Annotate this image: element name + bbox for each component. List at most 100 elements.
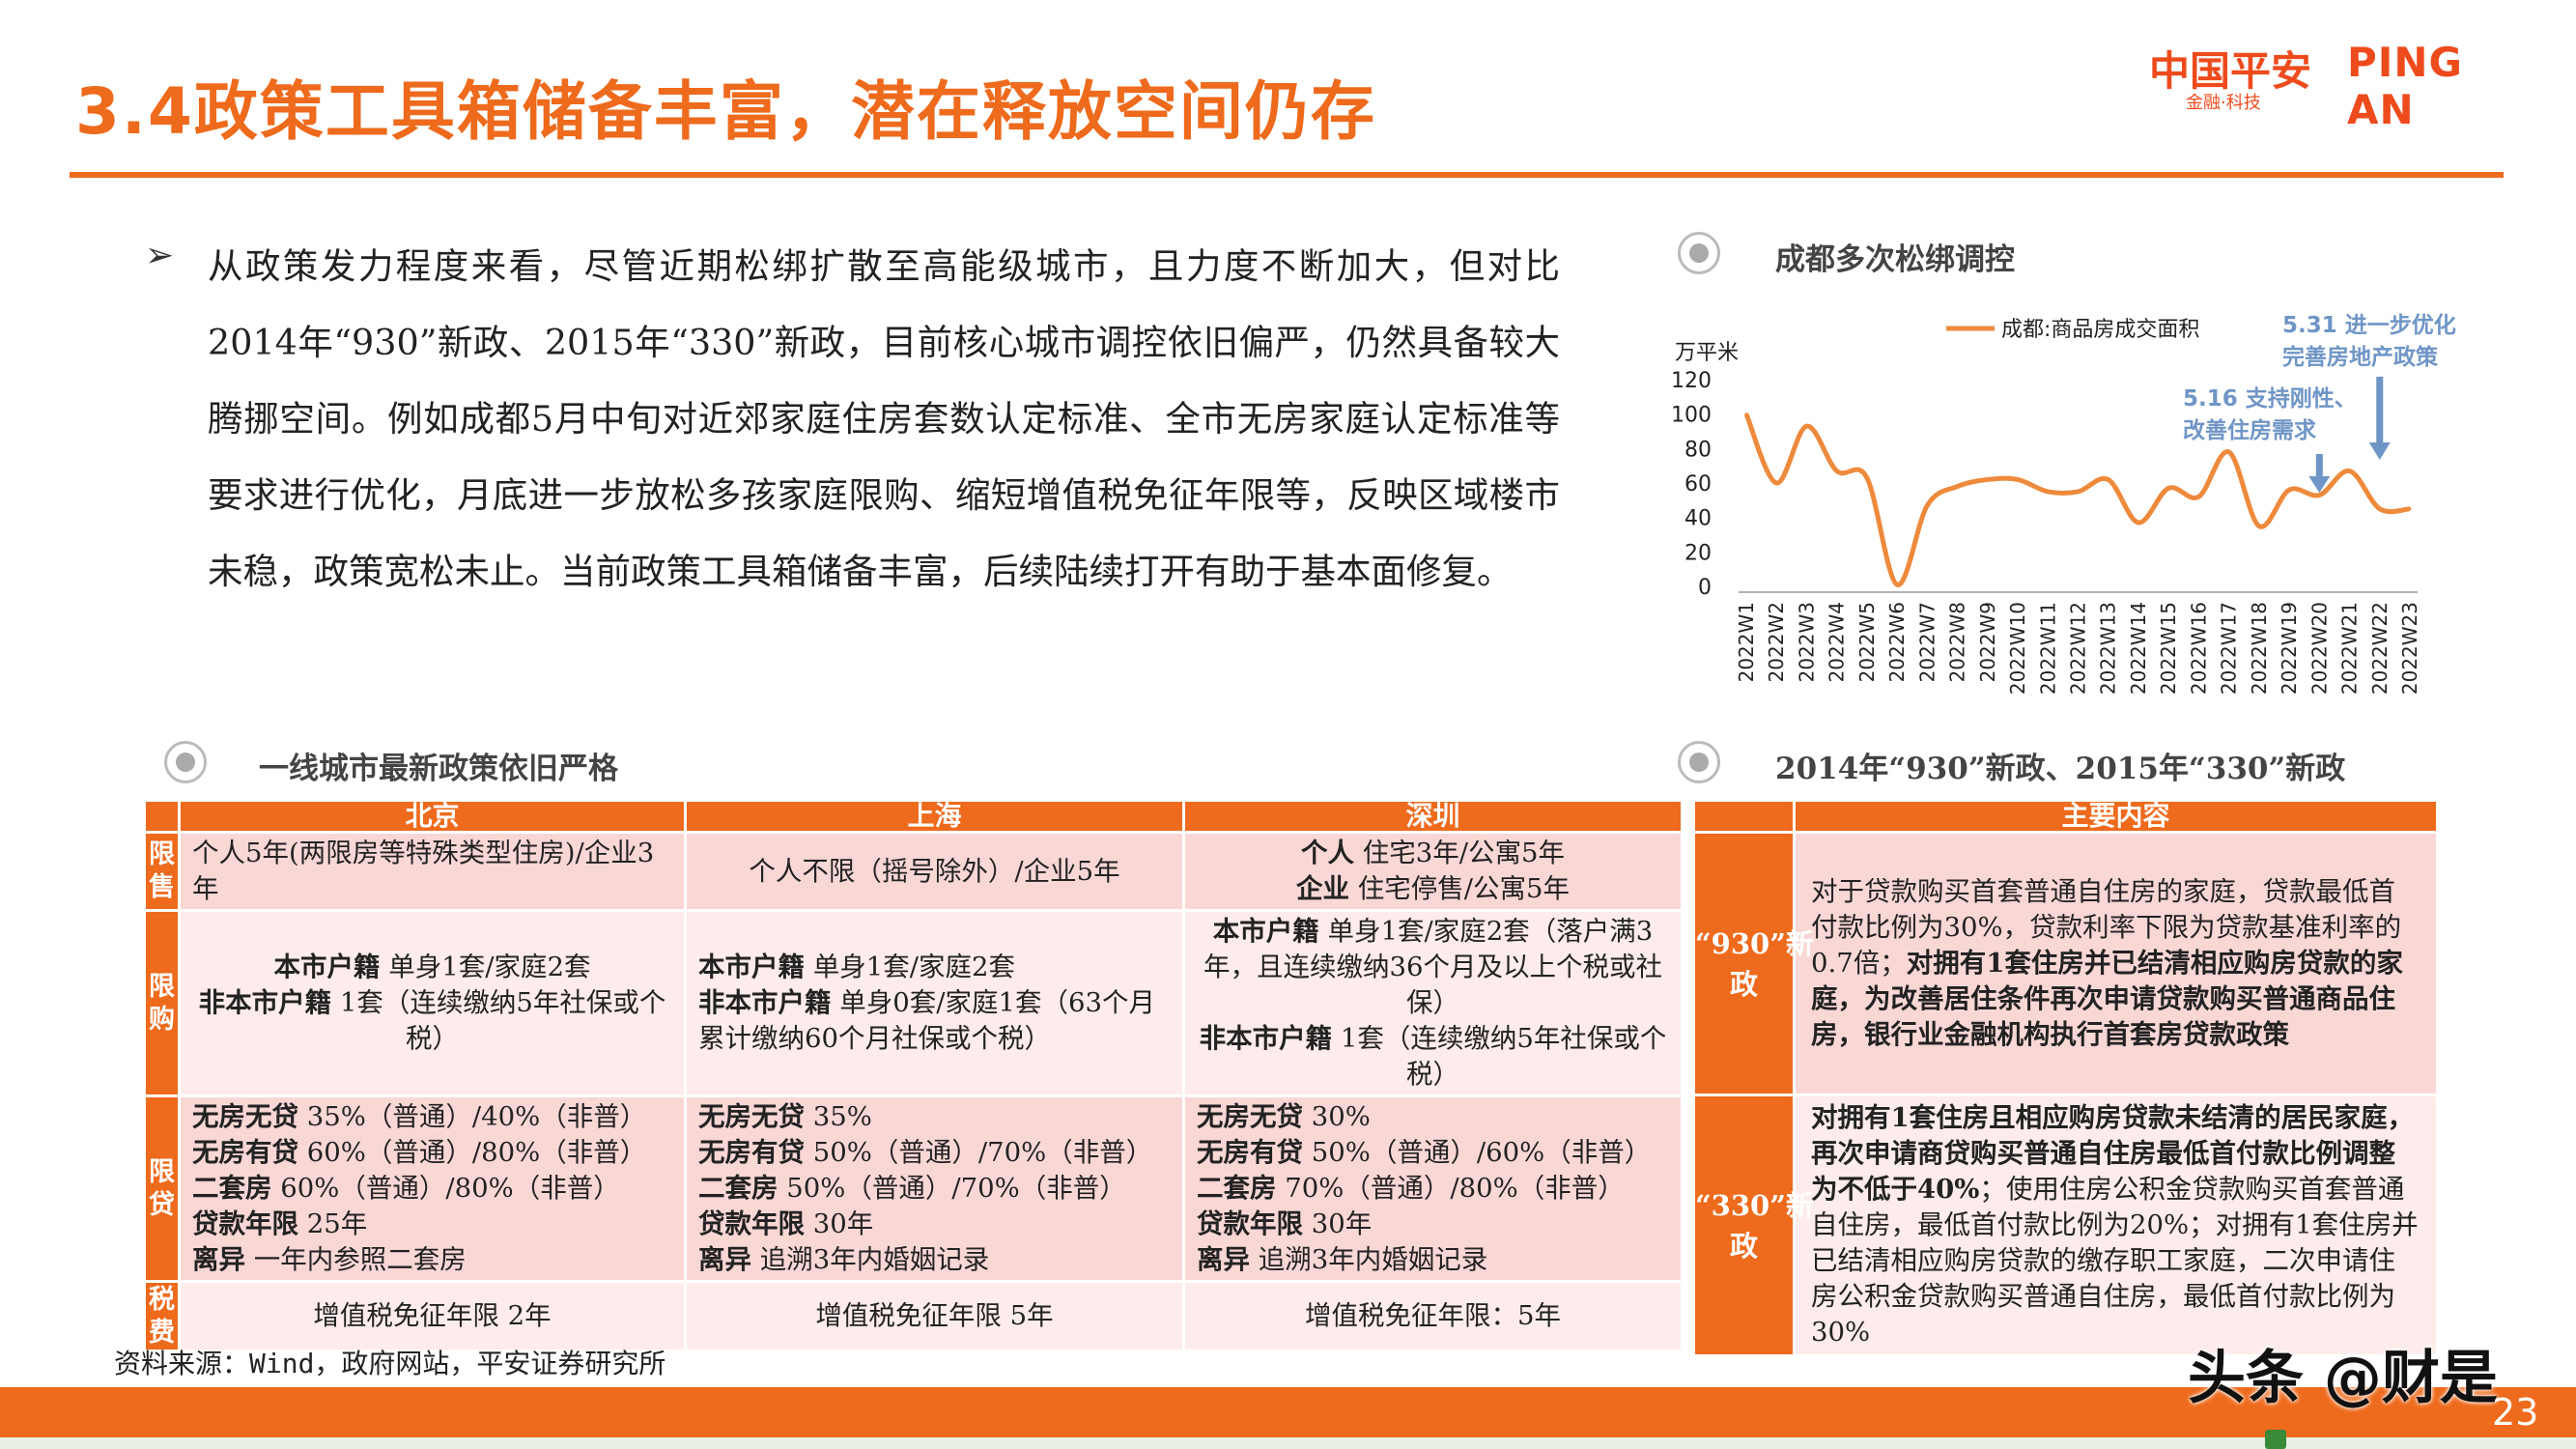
label-bold: 无房有贷 — [1197, 1137, 1303, 1168]
row-label: 税费 — [143, 1280, 181, 1352]
data-point — [2378, 507, 2382, 511]
logo-en-text: PING AN — [2347, 39, 2464, 133]
table1-heading: 一线城市最新政策依旧严格 — [259, 752, 618, 786]
label-bold: 离异 — [1197, 1244, 1250, 1275]
x-tick-label: 2022W13 — [2097, 602, 2120, 695]
table-header-cell: 北京 — [178, 799, 687, 834]
x-tick-label: 2022W15 — [2157, 602, 2180, 695]
table-header-cell: 上海 — [684, 799, 1185, 834]
data-point — [1835, 469, 1839, 473]
data-point — [2016, 477, 2020, 481]
y-tick-label: 100 — [1671, 404, 1712, 428]
data-point — [1925, 503, 1929, 507]
cell-text: 一年内参照二套房 — [253, 1244, 467, 1275]
shanghai-cell: 个人不限（摇号除外）/企业5年 — [684, 831, 1185, 912]
data-point — [1956, 485, 1960, 489]
chart-heading: 成都多次松绑调控 — [1775, 242, 2015, 277]
paragraph-bullet-icon: ➢ — [145, 236, 175, 275]
y-tick-label: 40 — [1684, 507, 1712, 531]
annotation-label: 5.31 进一步优化 — [2282, 312, 2456, 338]
cell-text: 1套（连续缴纳5年社保或个税） — [339, 987, 666, 1054]
x-tick-label: 2022W16 — [2187, 602, 2210, 695]
table-header-row: 北京 上海 深圳 — [143, 799, 1684, 834]
chengdu-sales-chart: 万平米 0 20 40 60 80 100 120 2022W1 2022W2 2022W3 2022… — [1671, 312, 2456, 695]
x-tick-label: 2022W3 — [1795, 602, 1818, 682]
row-label: “330”新政 — [1692, 1094, 1814, 1357]
annotation-label: 完善房地产政策 — [2282, 344, 2439, 370]
table-row-xiangou: 限购 本市户籍 单身1套/家庭2套 非本市户籍 1套（连续缴纳5年社保或个税） … — [143, 909, 1684, 1097]
cell-text: 60%（普通）/80%（非普） — [280, 1173, 620, 1204]
section-bullet-icon — [1678, 741, 1720, 783]
cell-text: 单身1套/家庭2套 — [388, 952, 591, 982]
label-bold: 贷款年限 — [192, 1208, 298, 1239]
cell-text: 50%（普通）/70%（非普） — [812, 1137, 1153, 1168]
cell-text-bold: 对拥有1套住房且相应购房贷款未结清的居民家庭，再次申请商贷购买普通自住房最低首付… — [1811, 1102, 2415, 1205]
x-tick-label: 2022W22 — [2368, 602, 2392, 695]
label-bold: 本市户籍 — [273, 952, 381, 982]
x-tick-label: 2022W1 — [1735, 602, 1758, 682]
cell-text: 追溯3年内婚姻记录 — [1258, 1244, 1488, 1275]
label-bold: 二套房 — [192, 1173, 272, 1204]
footer-strip — [0, 1437, 2576, 1449]
cell-text: 追溯3年内婚姻记录 — [759, 1244, 990, 1275]
y-axis-label: 万平米 — [1675, 341, 1739, 365]
data-point — [2107, 477, 2110, 481]
section-bullet-icon — [164, 741, 207, 783]
cell-text: 70%（普通）/80%（非普） — [1285, 1173, 1625, 1204]
y-tick-label: 0 — [1698, 576, 1712, 600]
data-point — [1804, 424, 1808, 428]
shenzhen-cell: 增值税免征年限：5年 — [1182, 1280, 1684, 1352]
label-bold: 二套房 — [1197, 1173, 1277, 1204]
label-bold: 离异 — [192, 1244, 245, 1275]
label-bold: 企业 — [1295, 873, 1349, 904]
shenzhen-cell: 本市户籍 单身1套/家庭2套（落户满3年，且连续缴纳36个月及以上个税或社保） … — [1182, 909, 1684, 1097]
label-bold: 本市户籍 — [698, 952, 805, 982]
label-bold: 无房有贷 — [192, 1137, 298, 1168]
content-cell: 对于贷款购买首套普通自住房的家庭，贷款最低首付款比例为30%，贷款利率下限为贷款… — [1793, 831, 2439, 1096]
cell-text-bold: 对拥有1套住房并已结清相应购房贷款的家庭，为改善居住条件再次申请贷款购买普通商品… — [1811, 948, 2403, 1050]
label-bold: 二套房 — [698, 1173, 778, 1204]
table-row-xianshou: 限售 个人5年(两限房等特殊类型住房)/企业3年 个人不限（摇号除外）/企业5年… — [143, 831, 1684, 912]
data-point — [2077, 490, 2080, 494]
x-tick-label: 2022W11 — [2036, 602, 2059, 695]
section-bullet-icon — [1678, 232, 1720, 274]
table-header-cell — [143, 799, 181, 834]
cell-text: 1套（连续缴纳5年社保或个税） — [1340, 1023, 1667, 1090]
x-tick-label: 2022W19 — [2278, 602, 2301, 695]
data-point — [2227, 450, 2231, 454]
data-point — [2348, 469, 2352, 473]
cell-text: 单身1套/家庭2套 — [812, 952, 1016, 982]
main-paragraph: 从政策发力程度来看，尽管近期松绑扩散至高能级城市，且力度不断加大，但对比2014… — [208, 245, 1560, 592]
cell-text: 单身0套/家庭1套（63个月累计缴纳60个月社保或个税） — [698, 987, 1155, 1054]
beijing-cell: 增值税免征年限 2年 — [178, 1280, 687, 1352]
data-point — [2196, 495, 2200, 498]
y-tick-label: 20 — [1684, 541, 1712, 565]
cell-text: 35% — [812, 1101, 872, 1132]
x-tick-label: 2022W20 — [2307, 602, 2331, 695]
data-point — [2317, 493, 2321, 497]
cell-text: 对于贷款购买首套普通自住房的家庭，贷款最低首付款比例为30%，贷款利率下限为贷款… — [1811, 876, 2402, 979]
shanghai-cell: 本市户籍 单身1套/家庭2套 非本市户籍 单身0套/家庭1套（63个月累计缴纳6… — [684, 909, 1185, 1097]
x-tick-label: 2022W9 — [1976, 602, 1999, 682]
data-point — [2137, 521, 2140, 525]
title-divider — [70, 172, 2504, 178]
x-tick-label: 2022W23 — [2398, 602, 2421, 695]
logo-cn-text: 中国平安 — [2149, 47, 2312, 95]
table-row-330: “330”新政 对拥有1套住房且相应购房贷款未结清的居民家庭，再次申请商贷购买普… — [1692, 1094, 2439, 1357]
cell-text: 30年 — [1311, 1208, 1373, 1239]
table-row-shuifei: 税费 增值税免征年限 2年 增值税免征年限 5年 增值税免征年限：5年 — [143, 1280, 1684, 1352]
x-tick-label: 2022W18 — [2248, 602, 2271, 695]
label-bold: 无房无贷 — [192, 1101, 298, 1132]
table-header-row: 主要内容 — [1692, 799, 2439, 834]
beijing-cell: 个人5年(两限房等特殊类型住房)/企业3年 — [178, 831, 687, 912]
pingan-logo: 中国平安 PING AN 金融·科技 — [2149, 39, 2545, 133]
cell-text: ；使用住房公积金贷款购买首套普通自住房，最低首付款比例为20%；对拥有1套住房并… — [1811, 1174, 2419, 1348]
y-tick-label: 60 — [1684, 472, 1712, 497]
row-label: 限购 — [143, 909, 181, 1097]
x-tick-label: 2022W12 — [2067, 602, 2090, 695]
table-header-cell: 主要内容 — [1793, 799, 2439, 834]
data-point — [2408, 507, 2412, 511]
page-number: 23 — [2492, 1391, 2539, 1434]
x-tick-label: 2022W2 — [1765, 602, 1788, 682]
table-header-cell — [1692, 799, 1796, 834]
